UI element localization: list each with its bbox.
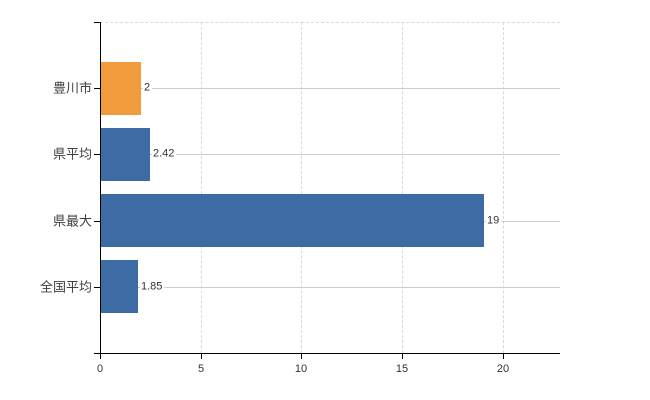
x-axis-tick — [301, 354, 302, 359]
y-axis-top-tick — [94, 22, 100, 23]
y-axis-tick — [94, 88, 100, 89]
row-gridline — [100, 88, 560, 89]
x-axis-tick — [100, 354, 101, 359]
bar-value-label: 1.85 — [140, 280, 165, 294]
y-axis-tick — [94, 287, 100, 288]
vertical-gridline — [201, 22, 202, 353]
bar-value-label: 2.42 — [152, 147, 177, 161]
x-axis-tick-label: 10 — [294, 363, 308, 375]
bar-豊川市 — [101, 62, 141, 115]
row-gridline — [100, 287, 560, 288]
category-label: 豊川市 — [52, 80, 92, 96]
bar-県平均 — [101, 128, 150, 181]
vertical-gridline — [301, 22, 302, 353]
y-axis — [100, 22, 101, 354]
bar-value-label: 19 — [486, 214, 502, 228]
y-axis-tick — [94, 154, 100, 155]
x-axis-tick-label: 20 — [496, 363, 510, 375]
category-label: 県最大 — [52, 213, 92, 229]
vertical-gridline — [503, 22, 504, 353]
x-axis-tick — [201, 354, 202, 359]
bar-全国平均 — [101, 260, 138, 313]
vertical-gridline — [402, 22, 403, 353]
bar-value-label: 2 — [143, 81, 153, 95]
plot-top-gridline — [100, 22, 560, 23]
x-axis — [94, 353, 560, 354]
category-label: 県平均 — [52, 146, 92, 162]
category-label: 全国平均 — [39, 279, 92, 295]
x-axis-tick — [402, 354, 403, 359]
y-axis-tick — [94, 221, 100, 222]
x-axis-tick-label: 5 — [197, 363, 205, 375]
x-axis-tick — [503, 354, 504, 359]
x-axis-tick-label: 15 — [395, 363, 409, 375]
x-axis-tick-label: 0 — [96, 363, 104, 375]
bar-県最大 — [101, 194, 484, 247]
row-gridline — [100, 154, 560, 155]
